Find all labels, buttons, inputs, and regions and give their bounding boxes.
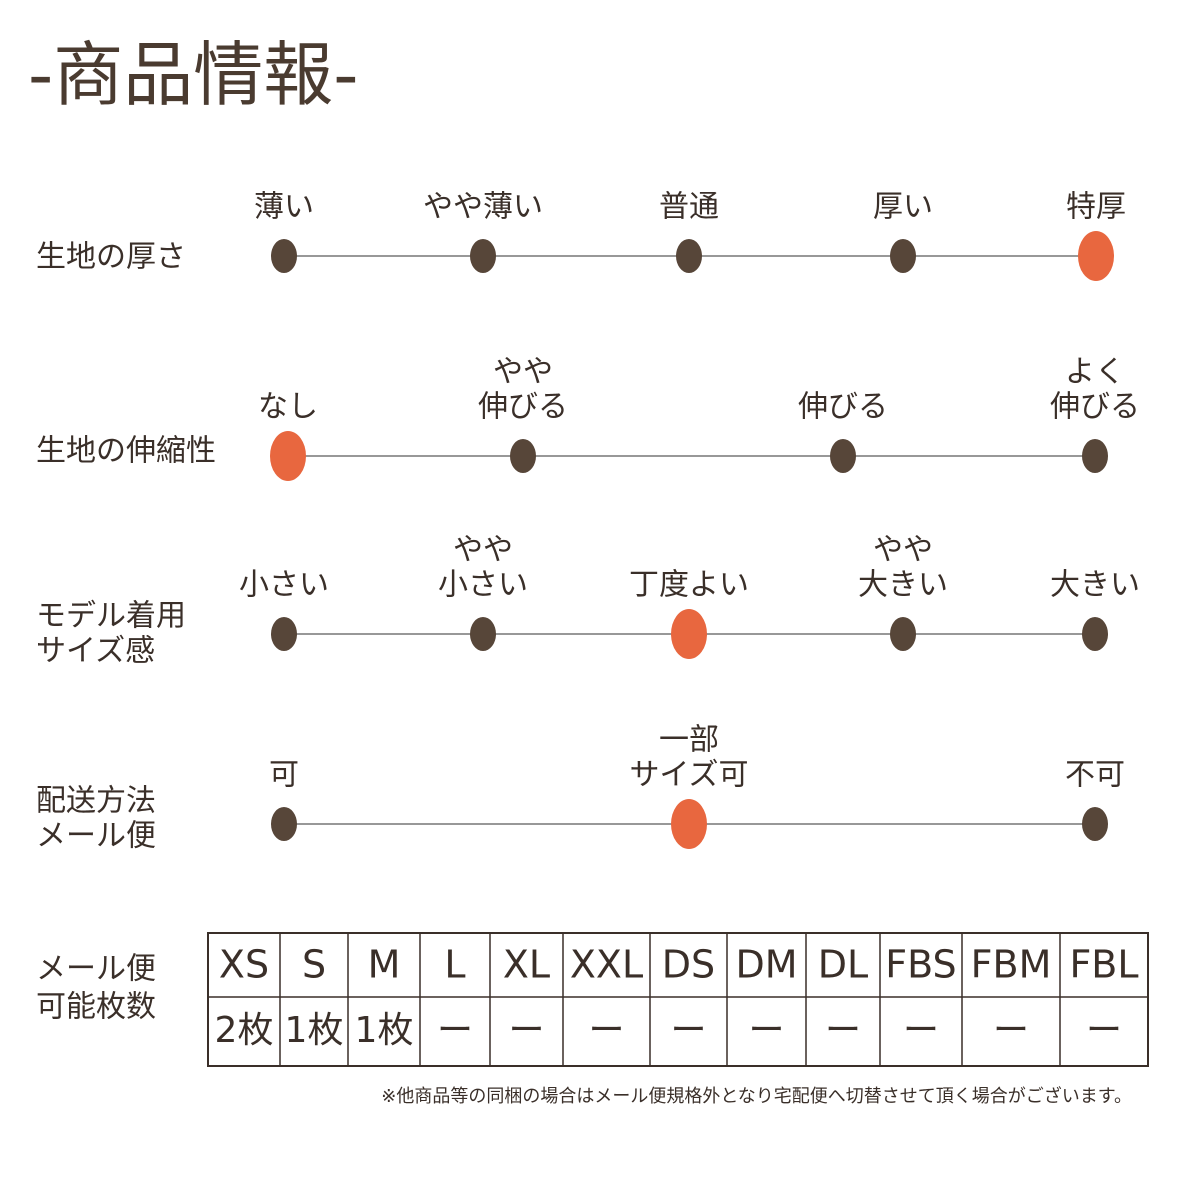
size-count: ー	[1086, 1010, 1122, 1051]
size-header: XXL	[570, 943, 643, 987]
option-label: 伸びる	[798, 390, 888, 425]
option-label: やや	[493, 355, 553, 390]
dot	[470, 239, 496, 273]
dot	[676, 239, 702, 273]
option-label: 大きい	[1050, 568, 1140, 603]
table-label: メール便	[36, 952, 156, 987]
size-count: 2枚	[215, 1010, 274, 1051]
option-label: 不可	[1065, 758, 1125, 793]
option-label: 厚い	[873, 190, 933, 225]
option-label: 大きい	[858, 568, 948, 603]
option-label: よく	[1065, 355, 1125, 390]
option-label: 伸びる	[1050, 390, 1140, 425]
row-label: モデル着用	[36, 599, 186, 634]
size-header: XS	[219, 943, 269, 987]
option-label: サイズ可	[629, 758, 748, 793]
option-label: 薄い	[254, 190, 314, 225]
dot	[1082, 807, 1108, 841]
option-label: 小さい	[239, 568, 329, 603]
dot	[890, 239, 916, 273]
size-header: FBS	[885, 943, 956, 987]
selected-dot	[1078, 231, 1114, 281]
size-count: ー	[588, 1010, 624, 1051]
option-label: やや	[873, 533, 933, 568]
option-label: やや薄い	[423, 190, 543, 225]
row-label: 生地の伸縮性	[36, 434, 216, 469]
option-label: 伸びる	[478, 390, 568, 425]
dot	[271, 617, 297, 651]
dot	[890, 617, 916, 651]
selected-dot	[671, 799, 707, 849]
size-header: DL	[818, 943, 868, 987]
size-count: ー	[903, 1010, 939, 1051]
option-label: 丁度よい	[629, 568, 749, 603]
dot	[510, 439, 536, 473]
table-border	[207, 932, 1149, 1067]
row-label: サイズ感	[36, 634, 155, 669]
size-header: FBL	[1069, 943, 1138, 987]
size-header: FBM	[971, 943, 1052, 987]
size-header: DM	[735, 943, 797, 987]
size-header: L	[444, 943, 465, 987]
size-count: 1枚	[355, 1010, 414, 1051]
option-label: 小さい	[438, 568, 528, 603]
size-count: ー	[748, 1010, 784, 1051]
size-count: ー	[508, 1010, 544, 1051]
option-label: やや	[453, 533, 513, 568]
size-count: ー	[670, 1010, 706, 1051]
dot	[271, 239, 297, 273]
size-header: S	[302, 943, 326, 987]
row-label: 生地の厚さ	[36, 240, 186, 275]
size-count: ー	[437, 1010, 473, 1051]
option-label: 特厚	[1066, 190, 1126, 225]
table-label: 可能枚数	[36, 990, 156, 1025]
row-label: メール便	[36, 819, 156, 854]
size-count: ー	[993, 1010, 1029, 1051]
size-header: DS	[662, 943, 715, 987]
option-label: 一部	[659, 723, 719, 758]
size-count: ー	[825, 1010, 861, 1051]
option-label: 普通	[659, 190, 719, 225]
option-label: なし	[258, 390, 318, 425]
dot	[1082, 439, 1108, 473]
size-header: XL	[503, 943, 550, 987]
dot	[1082, 617, 1108, 651]
row-label: 配送方法	[36, 784, 156, 819]
size-count: 1枚	[285, 1010, 344, 1051]
size-header: M	[368, 943, 401, 987]
dot	[830, 439, 856, 473]
dot	[271, 807, 297, 841]
dot	[470, 617, 496, 651]
selected-dot	[270, 431, 306, 481]
option-label: 可	[269, 758, 299, 793]
title: -商品情報-	[28, 34, 359, 116]
selected-dot	[671, 609, 707, 659]
footnote: ※他商品等の同梱の場合はメール便規格外となり宅配便へ切替させて頂く場合がございま…	[381, 1085, 1132, 1107]
